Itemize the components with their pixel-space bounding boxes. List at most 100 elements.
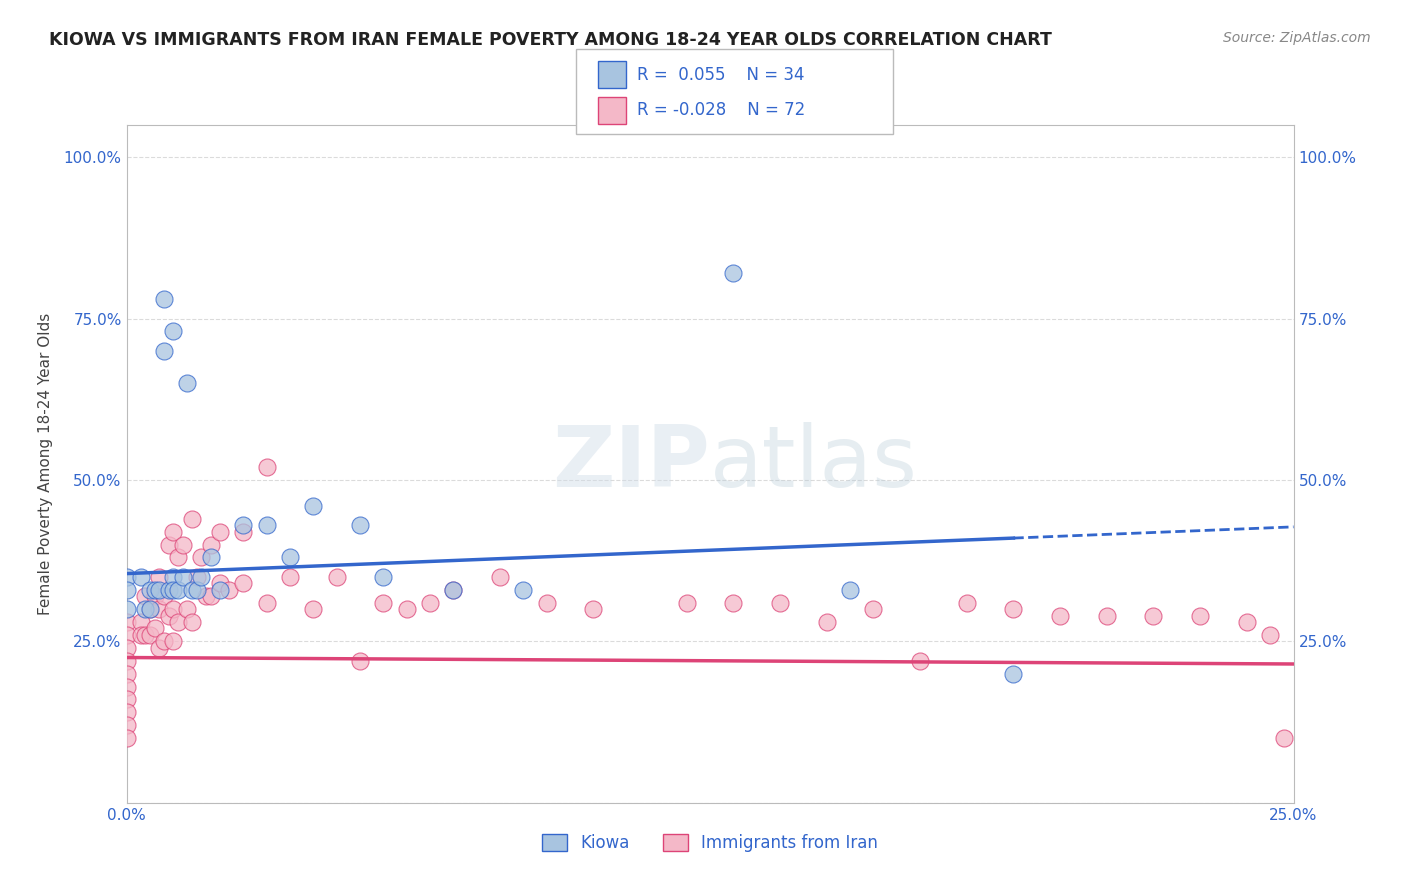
Text: ZIP: ZIP <box>553 422 710 506</box>
Point <box>200 537 222 551</box>
Point <box>186 570 208 584</box>
Point <box>1272 731 1295 746</box>
Point <box>148 582 170 597</box>
Point <box>395 602 418 616</box>
Point <box>115 706 138 720</box>
Point <box>162 634 184 648</box>
Point <box>186 582 208 597</box>
Point <box>129 570 152 584</box>
Point <box>232 518 254 533</box>
Point <box>143 589 166 603</box>
Point <box>218 582 240 597</box>
Point <box>723 596 745 610</box>
Point <box>232 576 254 591</box>
Point <box>139 628 162 642</box>
Point <box>129 628 152 642</box>
Point <box>153 589 176 603</box>
Point <box>129 615 152 629</box>
Point <box>256 596 278 610</box>
Point <box>441 582 464 597</box>
Point <box>115 666 138 681</box>
Point <box>194 589 217 603</box>
Point <box>582 602 605 616</box>
Point <box>148 640 170 655</box>
Point <box>1002 666 1025 681</box>
Text: atlas: atlas <box>710 422 918 506</box>
Point <box>1142 608 1164 623</box>
Point <box>1236 615 1258 629</box>
Point <box>115 640 138 655</box>
Point <box>162 325 184 339</box>
Point <box>157 537 180 551</box>
Point <box>419 596 441 610</box>
Point <box>157 582 180 597</box>
Point <box>373 596 395 610</box>
Text: R =  0.055    N = 34: R = 0.055 N = 34 <box>637 66 804 84</box>
Point <box>134 628 156 642</box>
Point <box>536 596 558 610</box>
Point <box>302 499 325 513</box>
Point <box>134 602 156 616</box>
Point <box>115 692 138 706</box>
Point <box>167 582 190 597</box>
Point <box>157 608 180 623</box>
Point <box>115 615 138 629</box>
Point <box>373 570 395 584</box>
Point <box>180 582 202 597</box>
Point <box>162 524 184 539</box>
Point <box>278 550 301 565</box>
Y-axis label: Female Poverty Among 18-24 Year Olds: Female Poverty Among 18-24 Year Olds <box>38 313 52 615</box>
Point <box>723 266 745 280</box>
Text: Source: ZipAtlas.com: Source: ZipAtlas.com <box>1223 31 1371 45</box>
Point <box>148 570 170 584</box>
Point <box>143 622 166 636</box>
Point <box>134 589 156 603</box>
Point <box>180 512 202 526</box>
Point <box>153 343 176 358</box>
Point <box>1095 608 1118 623</box>
Point <box>256 518 278 533</box>
Point <box>153 634 176 648</box>
Point <box>115 680 138 694</box>
Point <box>143 582 166 597</box>
Point <box>1189 608 1212 623</box>
Point <box>167 550 190 565</box>
Point <box>302 602 325 616</box>
Point <box>176 602 198 616</box>
Point <box>349 518 371 533</box>
Point <box>115 582 138 597</box>
Point <box>115 628 138 642</box>
Point <box>139 582 162 597</box>
Point <box>162 602 184 616</box>
Point <box>208 582 231 597</box>
Point <box>278 570 301 584</box>
Point <box>115 570 138 584</box>
Point <box>349 654 371 668</box>
Text: R = -0.028    N = 72: R = -0.028 N = 72 <box>637 102 806 120</box>
Point <box>256 460 278 475</box>
Point <box>441 582 464 597</box>
Point <box>1258 628 1281 642</box>
Point <box>839 582 862 597</box>
Legend: Kiowa, Immigrants from Iran: Kiowa, Immigrants from Iran <box>536 828 884 859</box>
Point <box>115 654 138 668</box>
Point <box>200 550 222 565</box>
Text: KIOWA VS IMMIGRANTS FROM IRAN FEMALE POVERTY AMONG 18-24 YEAR OLDS CORRELATION C: KIOWA VS IMMIGRANTS FROM IRAN FEMALE POV… <box>49 31 1052 49</box>
Point <box>956 596 979 610</box>
Point <box>512 582 534 597</box>
Point <box>172 537 194 551</box>
Point <box>167 615 190 629</box>
Point <box>815 615 838 629</box>
Point <box>1002 602 1025 616</box>
Point <box>200 589 222 603</box>
Point <box>489 570 512 584</box>
Point <box>1049 608 1071 623</box>
Point <box>176 376 198 391</box>
Point <box>139 602 162 616</box>
Point <box>862 602 884 616</box>
Point <box>208 576 231 591</box>
Point <box>139 602 162 616</box>
Point <box>180 615 202 629</box>
Point <box>115 731 138 746</box>
Point <box>190 550 212 565</box>
